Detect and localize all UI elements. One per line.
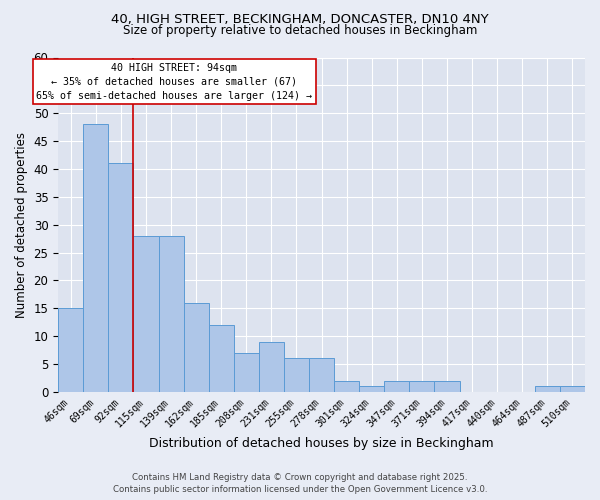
Bar xyxy=(434,380,460,392)
Bar xyxy=(334,380,359,392)
Bar xyxy=(184,302,209,392)
Bar xyxy=(309,358,334,392)
Bar xyxy=(83,124,109,392)
Text: 40 HIGH STREET: 94sqm
← 35% of detached houses are smaller (67)
65% of semi-deta: 40 HIGH STREET: 94sqm ← 35% of detached … xyxy=(36,62,312,100)
Bar xyxy=(384,380,409,392)
Bar xyxy=(234,353,259,392)
Bar xyxy=(560,386,585,392)
Bar xyxy=(158,236,184,392)
Bar xyxy=(535,386,560,392)
Bar xyxy=(209,325,234,392)
Text: Contains HM Land Registry data © Crown copyright and database right 2025.
Contai: Contains HM Land Registry data © Crown c… xyxy=(113,472,487,494)
Bar xyxy=(109,164,133,392)
Bar xyxy=(58,308,83,392)
Bar xyxy=(133,236,158,392)
Bar xyxy=(284,358,309,392)
Bar xyxy=(359,386,384,392)
Y-axis label: Number of detached properties: Number of detached properties xyxy=(15,132,28,318)
Text: Size of property relative to detached houses in Beckingham: Size of property relative to detached ho… xyxy=(123,24,477,37)
Bar xyxy=(259,342,284,392)
X-axis label: Distribution of detached houses by size in Beckingham: Distribution of detached houses by size … xyxy=(149,437,494,450)
Bar xyxy=(409,380,434,392)
Text: 40, HIGH STREET, BECKINGHAM, DONCASTER, DN10 4NY: 40, HIGH STREET, BECKINGHAM, DONCASTER, … xyxy=(111,12,489,26)
